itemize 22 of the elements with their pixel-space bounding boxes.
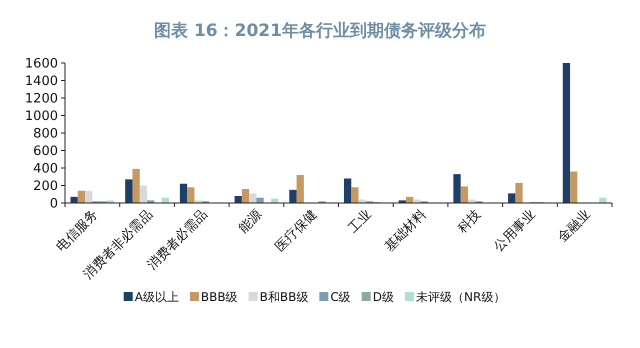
legend-label: B和BB级 xyxy=(260,290,308,304)
x-tick-label: 工业 xyxy=(346,207,375,236)
x-tick-label: 公用事业 xyxy=(491,207,539,255)
y-tick-label: 600 xyxy=(33,144,58,159)
y-tick-label: 400 xyxy=(33,162,58,176)
legend-label: BBB级 xyxy=(200,290,238,304)
y-tick-label: 1400 xyxy=(24,74,58,89)
y-tick-label: 1200 xyxy=(24,92,58,106)
x-tick-label: 医疗保健 xyxy=(272,207,320,255)
x-tick-label: 能源 xyxy=(236,207,266,236)
legend-label: 未评级（NR级） xyxy=(416,290,506,304)
y-tick-label: 1600 xyxy=(24,56,58,72)
y-tick-label: 1000 xyxy=(24,109,58,124)
y-tick-label: 800 xyxy=(33,126,58,142)
x-tick-label: 基础材料 xyxy=(382,207,430,255)
legend-label: A级以上 xyxy=(134,290,179,304)
y-tick-label: 200 xyxy=(33,179,58,194)
legend-label: C级 xyxy=(330,290,351,304)
chart-title: 图表 16：2021年各行业到期债务评级分布 xyxy=(154,21,486,41)
x-tick-label: 金融业 xyxy=(555,207,594,246)
legend-label: D级 xyxy=(372,290,394,304)
x-tick-label: 科技 xyxy=(455,207,484,236)
